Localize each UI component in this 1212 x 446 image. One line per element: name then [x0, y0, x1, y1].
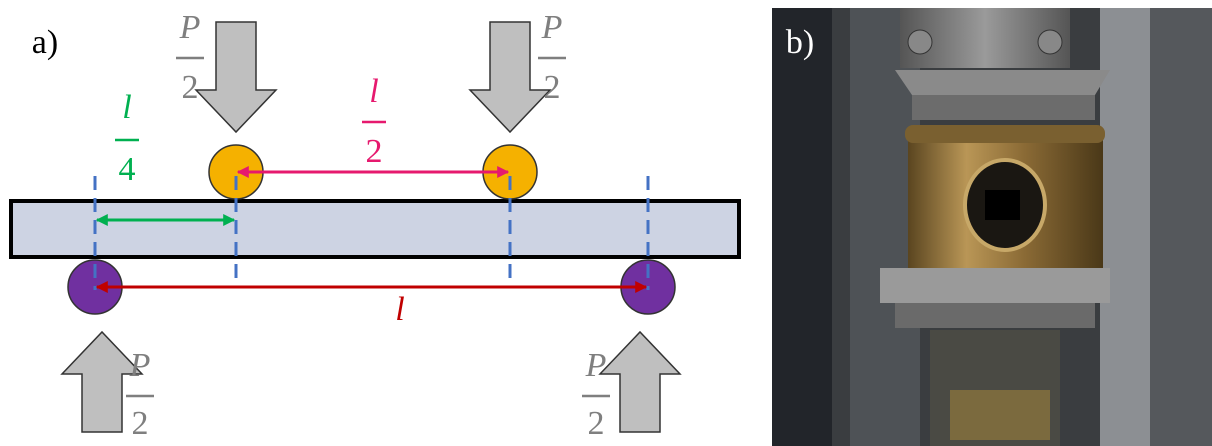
denominator: 2 [132, 405, 149, 442]
load-label: P 2 [126, 347, 154, 442]
panel-a: a) P 2 P [11, 9, 739, 442]
dimension-label: l 4 [115, 89, 139, 188]
numerator: l [122, 89, 131, 126]
denominator: 2 [588, 405, 605, 442]
denominator: 2 [182, 69, 199, 106]
reaction-arrow [600, 332, 680, 432]
dimension-label: l [395, 291, 404, 328]
panel-label: b) [786, 24, 814, 61]
denominator: 2 [544, 69, 561, 106]
photo: b) [772, 8, 1212, 446]
beam [11, 201, 739, 257]
dimension-label: l 2 [362, 73, 386, 170]
figure: a) P 2 P [0, 0, 1212, 446]
numerator: l [369, 73, 378, 110]
load-label: P 2 [582, 347, 610, 442]
numerator: P [179, 9, 201, 46]
panel-label: a) [32, 24, 58, 61]
numerator: P [129, 347, 151, 384]
numerator: P [585, 347, 607, 384]
numerator: P [541, 9, 563, 46]
denominator: 4 [119, 151, 136, 188]
load-arrow [196, 22, 276, 132]
denominator: 2 [366, 133, 383, 170]
load-arrow [470, 22, 550, 132]
